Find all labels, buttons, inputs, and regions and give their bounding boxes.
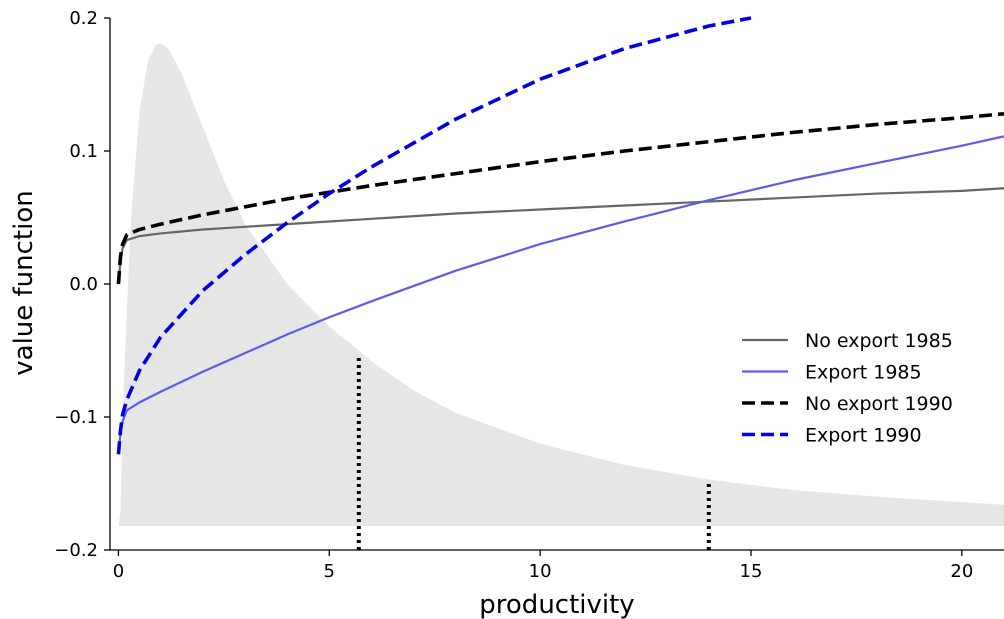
- x-tick-label: 20: [950, 561, 973, 582]
- series-line-4: [116, 16, 752, 455]
- legend-label-1: No export 1985: [805, 330, 953, 352]
- x-tick-label: 5: [324, 561, 335, 582]
- series-line-2: [117, 135, 1004, 455]
- x-tick-label: 0: [113, 561, 124, 582]
- threshold-lines: [356, 354, 711, 550]
- y-axis-title: value function: [9, 190, 39, 376]
- y-tick-label: 0.0: [69, 274, 98, 295]
- x-tick-label: 10: [529, 561, 552, 582]
- y-tick-label: −0.2: [54, 540, 98, 561]
- x-axis-title: productivity: [479, 590, 634, 619]
- y-tick-label: 0.1: [69, 141, 98, 162]
- x-tick-label: 15: [740, 561, 763, 582]
- y-tick-label: 0.2: [69, 8, 98, 29]
- x-ticks: 0 5 10 15 20: [113, 550, 973, 582]
- series-line-1: [117, 187, 1004, 285]
- legend-label-2: Export 1985: [805, 362, 922, 384]
- legend-label-4: Export 1990: [805, 425, 922, 447]
- density-shading: [118, 43, 1004, 527]
- legend: No export 1985 Export 1985 No export 1990 E…: [742, 330, 953, 447]
- density-area: [118, 43, 1004, 527]
- y-tick-label: −0.1: [54, 407, 98, 428]
- legend-label-3: No export 1990: [805, 393, 953, 415]
- series-lines: [116, 16, 1004, 455]
- y-ticks: −0.2 −0.1 0.0 0.1 0.2: [54, 8, 110, 561]
